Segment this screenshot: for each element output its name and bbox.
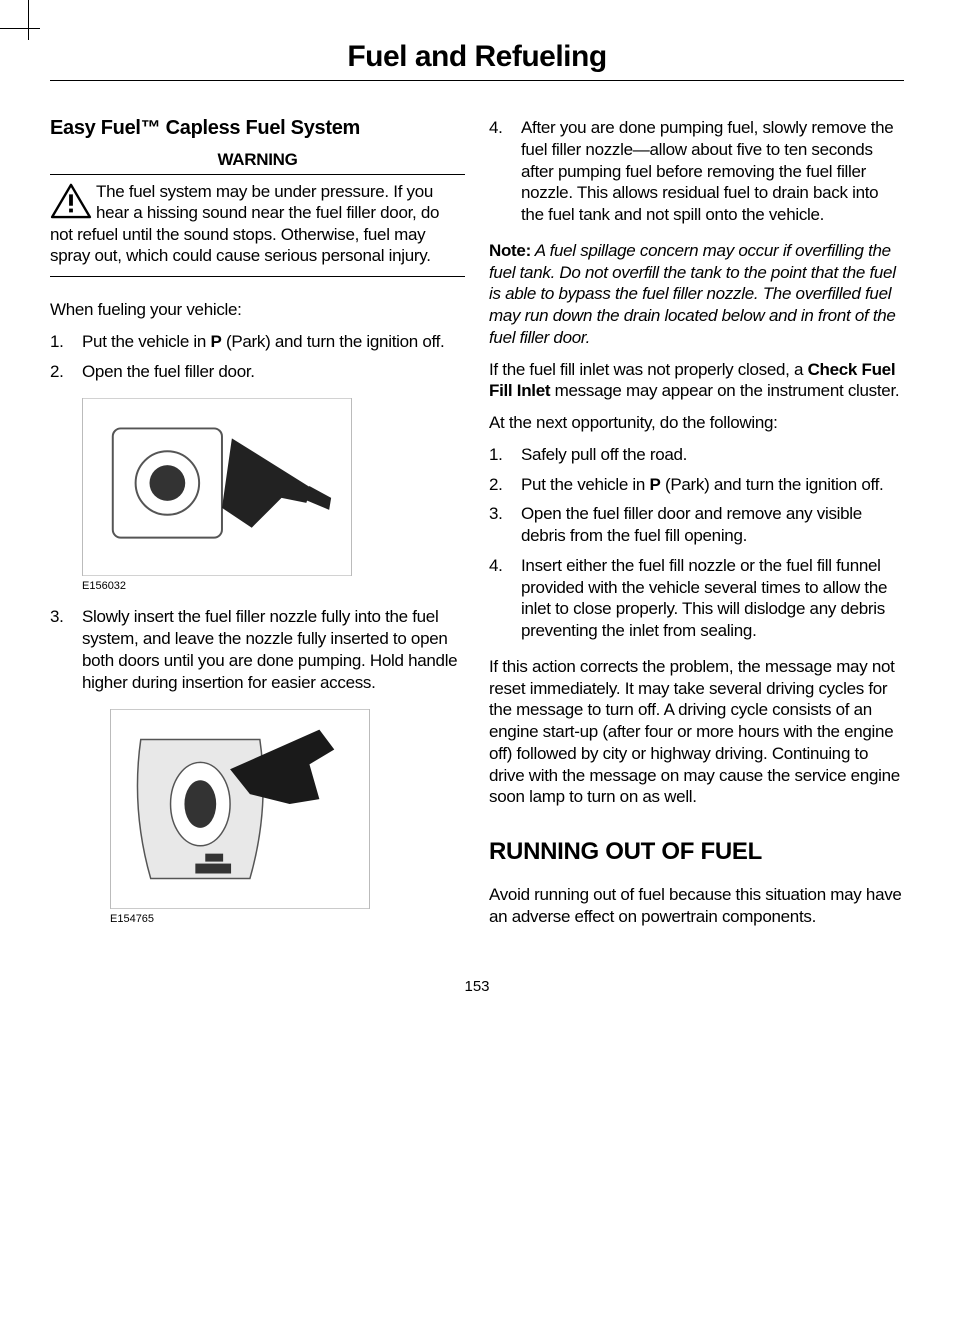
- figure-caption: E154765: [110, 913, 465, 925]
- list-item: Insert either the fuel fill nozzle or th…: [489, 555, 904, 642]
- note-text: A fuel spillage concern may occur if ove…: [489, 241, 896, 347]
- next-opportunity-p: At the next opportunity, do the followin…: [489, 412, 904, 434]
- content-columns: Easy Fuel™ Capless Fuel System WARNING T…: [50, 117, 904, 939]
- fueling-steps-right: After you are done pumping fuel, slowly …: [489, 117, 904, 226]
- check-post: message may appear on the instrument clu…: [550, 381, 899, 400]
- fueling-steps-a: Put the vehicle in P (Park) and turn the…: [50, 331, 465, 383]
- step-bold: P: [211, 332, 222, 351]
- list-item: Put the vehicle in P (Park) and turn the…: [50, 331, 465, 353]
- list-item: After you are done pumping fuel, slowly …: [489, 117, 904, 226]
- section-heading: Easy Fuel™ Capless Fuel System: [50, 117, 465, 140]
- figure-svg: [83, 398, 351, 576]
- figure-svg: [111, 709, 369, 909]
- warning-text: The fuel system may be under pressure. I…: [50, 181, 465, 266]
- correction-steps: Safely pull off the road. Put the vehicl…: [489, 444, 904, 642]
- section-heading: RUNNING OUT OF FUEL: [489, 838, 904, 866]
- check-pre: If the fuel fill inlet was not properly …: [489, 360, 808, 379]
- step-post: (Park) and turn the ignition off.: [661, 475, 884, 494]
- running-out-paragraph: Avoid running out of fuel because this s…: [489, 884, 904, 928]
- fueling-steps-continued: Slowly insert the fuel filler nozzle ful…: [50, 606, 465, 693]
- step-post: (Park) and turn the ignition off.: [222, 332, 445, 351]
- page-number: 153: [50, 978, 904, 995]
- step-pre: Put the vehicle in: [521, 475, 650, 494]
- check-inlet-paragraph: If the fuel fill inlet was not properly …: [489, 359, 904, 403]
- right-column: After you are done pumping fuel, slowly …: [489, 117, 904, 939]
- step-bold: P: [650, 475, 661, 494]
- list-item: Open the fuel filler door.: [50, 361, 465, 383]
- figure-nozzle: [82, 398, 352, 576]
- warning-label: WARNING: [50, 150, 465, 175]
- page-body: Fuel and Refueling Easy Fuel™ Capless Fu…: [50, 40, 904, 939]
- step-pre: Put the vehicle in: [82, 332, 211, 351]
- note-label: Note:: [489, 241, 531, 260]
- warning-icon: [50, 183, 92, 219]
- note-paragraph: Note: A fuel spillage concern may occur …: [489, 240, 904, 349]
- warning-body-text: The fuel system may be under pressure. I…: [50, 182, 439, 265]
- list-item: Slowly insert the fuel filler nozzle ful…: [50, 606, 465, 693]
- crop-mark: [0, 28, 40, 29]
- page-title: Fuel and Refueling: [50, 40, 904, 81]
- correction-paragraph: If this action corrects the problem, the…: [489, 656, 904, 808]
- list-item: Open the fuel filler door and remove any…: [489, 503, 904, 547]
- left-column: Easy Fuel™ Capless Fuel System WARNING T…: [50, 117, 465, 939]
- list-item: Put the vehicle in P (Park) and turn the…: [489, 474, 904, 496]
- intro-paragraph: When fueling your vehicle:: [50, 299, 465, 321]
- list-item: Safely pull off the road.: [489, 444, 904, 466]
- figure-caption: E156032: [82, 580, 465, 592]
- warning-box: The fuel system may be under pressure. I…: [50, 181, 465, 277]
- figure-insertion: [110, 709, 370, 909]
- crop-mark: [28, 0, 29, 40]
